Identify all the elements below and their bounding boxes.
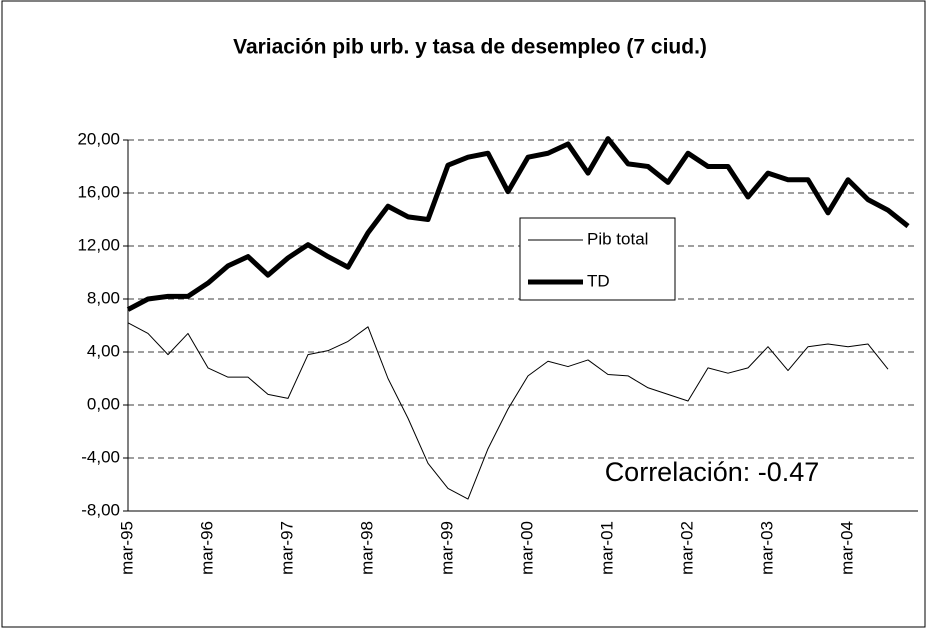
- x-tick-label: mar-97: [277, 521, 296, 575]
- x-tick-label: mar-03: [757, 521, 776, 575]
- series-line: [127, 322, 889, 500]
- x-tick-label: mar-98: [357, 521, 376, 575]
- x-tick-label: mar-01: [597, 521, 616, 575]
- x-tick-label: mar-02: [677, 521, 696, 575]
- x-tick-label: mar-99: [437, 521, 456, 575]
- legend: [519, 217, 676, 301]
- annotation: Correlación: -0.47: [605, 457, 820, 487]
- y-tick-label: -4,00: [81, 447, 120, 466]
- y-tick-label: 16,00: [77, 182, 120, 201]
- y-tick-label: 20,00: [77, 129, 120, 148]
- legend-label: TD: [587, 271, 610, 290]
- y-tick-label: 12,00: [77, 235, 120, 254]
- y-tick-label: -8,00: [81, 500, 120, 519]
- x-tick-label: mar-95: [117, 521, 136, 575]
- chart-title: Variación pib urb. y tasa de desempleo (…: [233, 36, 707, 59]
- x-tick-label: mar-00: [517, 521, 536, 575]
- y-tick-label: 0,00: [87, 394, 120, 413]
- legend-label: Pib total: [587, 229, 648, 248]
- x-tick-label: mar-04: [837, 521, 856, 575]
- series-line: [126, 136, 910, 312]
- x-tick-label: mar-96: [197, 521, 216, 575]
- y-tick-label: 4,00: [87, 341, 120, 360]
- y-tick-label: 8,00: [87, 288, 120, 307]
